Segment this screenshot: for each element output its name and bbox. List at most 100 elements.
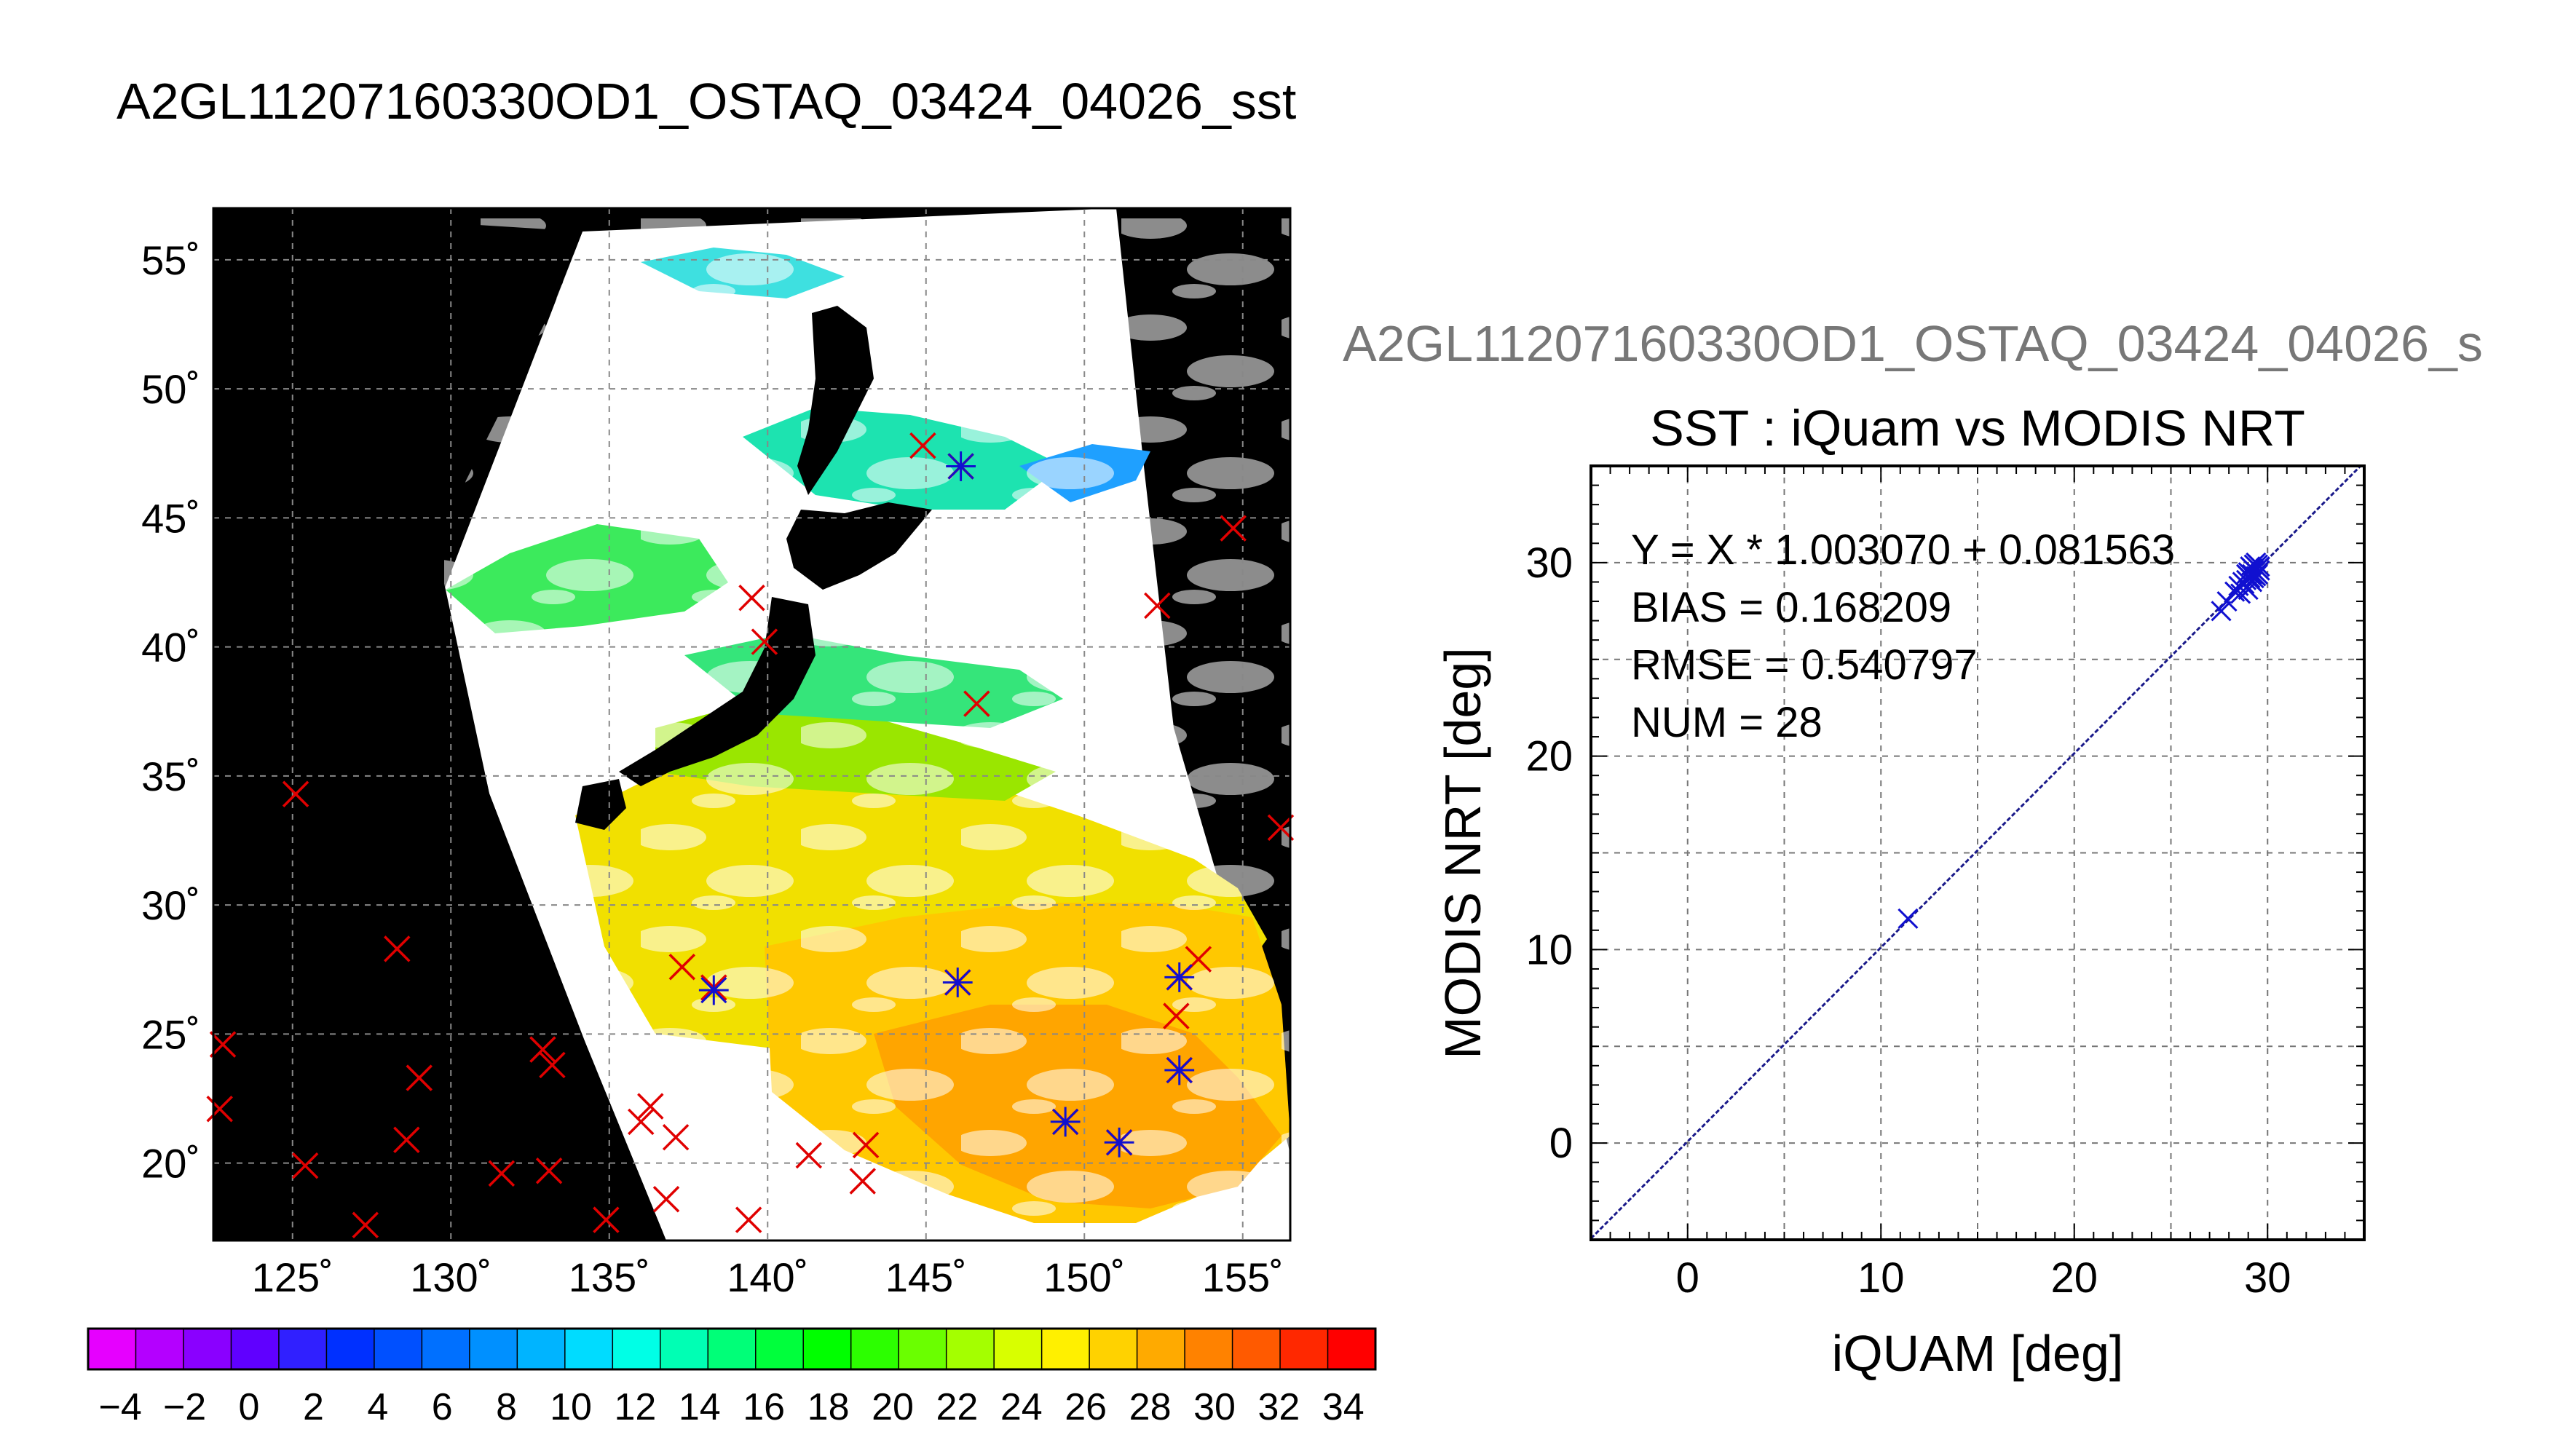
colorbar-tick-label: 28 <box>1129 1386 1172 1428</box>
colorbar-cell <box>326 1329 375 1369</box>
map-y-tick-label: 20˚ <box>141 1141 200 1187</box>
map-panel: 125˚ 130˚ 135˚ 140˚ 145˚ 150˚ 155˚ 20˚ 25˚ 30˚ 35… <box>141 207 1295 1300</box>
insitu-marker <box>1220 515 1247 542</box>
insitu-marker <box>668 953 696 981</box>
insitu-marker-stroke-b <box>662 1123 690 1151</box>
main-title: A2GL11207160330OD1_OSTAQ_03424_04026_sst <box>117 73 1296 130</box>
insitu-marker <box>849 1168 876 1195</box>
colorbar-tick-label: 8 <box>496 1386 517 1428</box>
matchup-marker <box>698 975 729 1005</box>
colorbar-tick-label: −2 <box>163 1386 206 1428</box>
colorbar-cell <box>612 1329 661 1369</box>
map-matchup-markers <box>698 451 1195 1158</box>
insitu-marker <box>384 935 411 962</box>
insitu-marker-stroke-b <box>406 1064 433 1091</box>
colorbar: −4 −2 0 2 4 6 8 10 12 14 16 18 20 22 24 26 28 30 32 34 <box>87 1327 1377 1428</box>
colorbar-tick-label: 14 <box>679 1386 721 1428</box>
map-y-tick-label: 30˚ <box>141 882 200 928</box>
scatter-x-tick-label: 20 <box>2050 1254 2098 1302</box>
insitu-marker <box>488 1160 516 1187</box>
scatter-ticks <box>1590 465 2365 1241</box>
insitu-marker <box>406 1064 433 1091</box>
scatter-point-stroke-b <box>2235 563 2257 585</box>
insitu-marker-stroke-b <box>637 1093 664 1120</box>
land-sakhalin <box>797 306 874 495</box>
scatter-point <box>1898 908 1919 929</box>
scatter-point-stroke-b <box>2216 590 2238 612</box>
colorbar-tick-label: 0 <box>239 1386 260 1428</box>
colorbar-tick-label: −4 <box>99 1386 142 1428</box>
insitu-marker-stroke-b <box>852 1131 880 1159</box>
map-grid <box>213 208 1290 1241</box>
map-y-tick-label: 25˚ <box>141 1011 200 1057</box>
colorbar-tick-label: 30 <box>1193 1386 1236 1428</box>
colorbar-cell <box>946 1329 995 1369</box>
scatter-x-tick-label: 10 <box>1857 1254 1905 1302</box>
insitu-marker <box>539 1051 566 1079</box>
insitu-marker-stroke-b <box>909 432 936 459</box>
colorbar-cell <box>755 1329 804 1369</box>
insitu-marker-stroke-b <box>206 1095 233 1123</box>
scatter-title: SST : iQuam vs MODIS NRT <box>1650 400 2305 456</box>
map-y-tick-label: 50˚ <box>141 366 200 412</box>
scatter-stat-line: NUM = 28 <box>1631 699 1823 746</box>
colorbar-tick-label: 20 <box>872 1386 914 1428</box>
colorbar-cell <box>850 1329 899 1369</box>
colorbar-cell <box>1327 1329 1376 1369</box>
colorbar-cell <box>469 1329 518 1369</box>
insitu-marker <box>1144 592 1171 620</box>
map-x-tick-label: 150˚ <box>1043 1254 1125 1300</box>
insitu-marker <box>352 1211 379 1238</box>
colorbar-tick-label: 18 <box>807 1386 850 1428</box>
matchup-marker <box>1164 962 1195 992</box>
map-x-tick-label: 140˚ <box>727 1254 808 1300</box>
insitu-marker <box>637 1093 664 1120</box>
insitu-marker <box>909 432 936 459</box>
scatter-point <box>2211 601 2232 622</box>
map-y-tick-label: 35˚ <box>141 753 200 799</box>
matchup-marker <box>942 968 973 997</box>
colorbar-cell <box>422 1329 470 1369</box>
scatter-point <box>2216 590 2238 612</box>
map-y-tick-label: 55˚ <box>141 237 200 283</box>
matchup-marker <box>946 451 976 481</box>
scatter-subtitle: A2GL11207160330OD1_OSTAQ_03424_04026_s <box>1343 315 2483 372</box>
scatter-grid <box>1591 466 2364 1240</box>
insitu-marker-stroke-b <box>751 628 778 655</box>
colorbar-frame <box>87 1327 1377 1371</box>
colorbar-cell <box>994 1329 1043 1369</box>
insitu-marker-stroke-b <box>291 1152 319 1179</box>
insitu-marker <box>628 1108 655 1136</box>
scatter-point-stroke-b <box>2211 601 2232 622</box>
colorbar-cell <box>660 1329 708 1369</box>
map-x-tick-label: 135˚ <box>569 1254 650 1300</box>
colorbar-cell <box>1232 1329 1281 1369</box>
land-kyushu <box>575 779 626 830</box>
scatter-stat-line: RMSE = 0.540797 <box>1631 641 1978 689</box>
colorbar-cell <box>1137 1329 1185 1369</box>
map-x-tick-label: 155˚ <box>1202 1254 1284 1300</box>
insitu-marker-stroke-b <box>1144 592 1171 620</box>
insitu-marker <box>652 1186 680 1213</box>
insitu-marker-stroke-b <box>1220 515 1247 542</box>
insitu-marker <box>735 1206 762 1233</box>
colorbar-tick-label: 22 <box>936 1386 978 1428</box>
insitu-marker-stroke-b <box>738 585 765 612</box>
insitu-marker-stroke-b <box>209 1031 237 1058</box>
matchup-marker <box>1050 1107 1081 1137</box>
scatter-stat-line: Y = X * 1.003070 + 0.081563 <box>1631 526 2175 574</box>
map-x-tick-label: 125˚ <box>252 1254 333 1300</box>
map-x-tick-label: 145˚ <box>885 1254 967 1300</box>
insitu-marker-stroke-b <box>795 1142 823 1169</box>
colorbar-cell <box>708 1329 757 1369</box>
scatter-x-tick-labels: 0 10 20 30 <box>1676 1254 2291 1302</box>
insitu-marker <box>593 1206 620 1233</box>
colorbar-tick-label: 26 <box>1065 1386 1107 1428</box>
insitu-marker <box>963 690 990 717</box>
matchup-marker <box>1104 1127 1134 1158</box>
colorbar-cell <box>1041 1329 1090 1369</box>
insitu-marker-stroke-b <box>849 1168 876 1195</box>
colorbar-cell <box>88 1329 136 1369</box>
insitu-marker <box>209 1031 237 1058</box>
